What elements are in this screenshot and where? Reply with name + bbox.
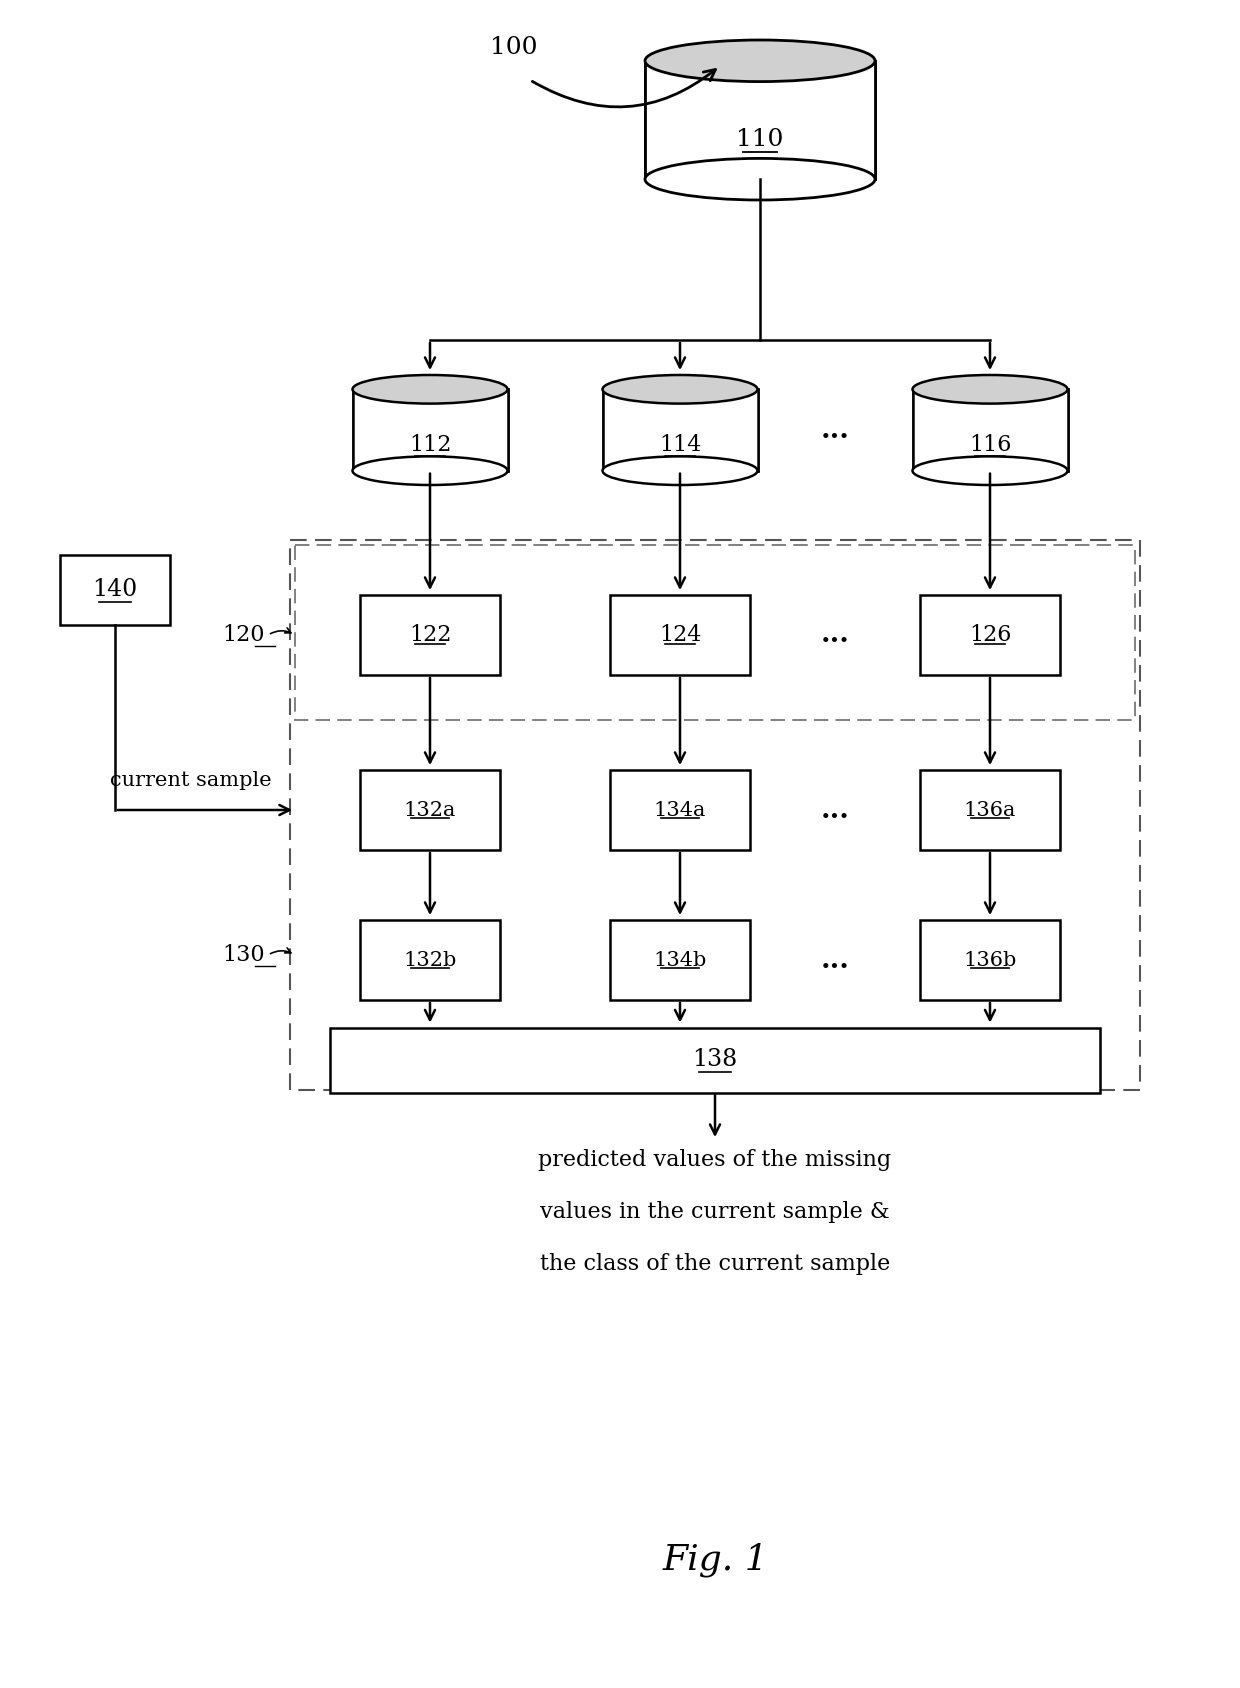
- Bar: [360, 770, 500, 851]
- Text: 136a: 136a: [963, 800, 1017, 819]
- Text: ...: ...: [821, 947, 849, 974]
- Text: ...: ...: [821, 621, 849, 648]
- Bar: [610, 594, 750, 675]
- Text: 130: 130: [222, 944, 265, 966]
- Text: the class of the current sample: the class of the current sample: [539, 1252, 890, 1274]
- Bar: [295, 545, 1135, 721]
- Ellipse shape: [645, 159, 875, 199]
- Bar: [360, 920, 500, 999]
- Bar: [330, 1028, 1100, 1092]
- Bar: [610, 770, 750, 851]
- Text: ...: ...: [821, 417, 849, 444]
- Text: ...: ...: [821, 797, 849, 824]
- Bar: [360, 594, 500, 675]
- Text: 116: 116: [968, 434, 1011, 456]
- Ellipse shape: [352, 375, 507, 403]
- Ellipse shape: [603, 375, 758, 403]
- Ellipse shape: [603, 456, 758, 484]
- Text: 114: 114: [658, 434, 701, 456]
- Text: 100: 100: [490, 37, 537, 59]
- Bar: [920, 770, 1060, 851]
- Text: current sample: current sample: [110, 770, 272, 790]
- Bar: [603, 390, 758, 471]
- Text: predicted values of the missing: predicted values of the missing: [538, 1150, 892, 1171]
- Text: 132b: 132b: [403, 950, 456, 969]
- Bar: [610, 920, 750, 999]
- Text: 136b: 136b: [963, 950, 1017, 969]
- Text: 120: 120: [222, 625, 265, 647]
- Text: 126: 126: [968, 625, 1011, 647]
- Bar: [920, 920, 1060, 999]
- Text: 110: 110: [737, 128, 784, 152]
- Ellipse shape: [352, 456, 507, 484]
- Text: 138: 138: [692, 1048, 738, 1072]
- Bar: [352, 390, 507, 471]
- Text: Fig. 1: Fig. 1: [662, 1543, 768, 1577]
- Text: 122: 122: [409, 625, 451, 647]
- Text: 132a: 132a: [404, 800, 456, 819]
- Bar: [645, 61, 875, 179]
- Ellipse shape: [913, 375, 1068, 403]
- Bar: [290, 540, 1140, 1090]
- Bar: [913, 390, 1068, 471]
- Text: 124: 124: [658, 625, 701, 647]
- Ellipse shape: [913, 456, 1068, 484]
- Bar: [920, 594, 1060, 675]
- Text: 140: 140: [92, 579, 138, 601]
- Bar: [60, 555, 170, 625]
- Text: 112: 112: [409, 434, 451, 456]
- Text: values in the current sample &: values in the current sample &: [541, 1200, 890, 1224]
- Text: 134b: 134b: [653, 950, 707, 969]
- Text: 134a: 134a: [653, 800, 707, 819]
- Ellipse shape: [645, 41, 875, 81]
